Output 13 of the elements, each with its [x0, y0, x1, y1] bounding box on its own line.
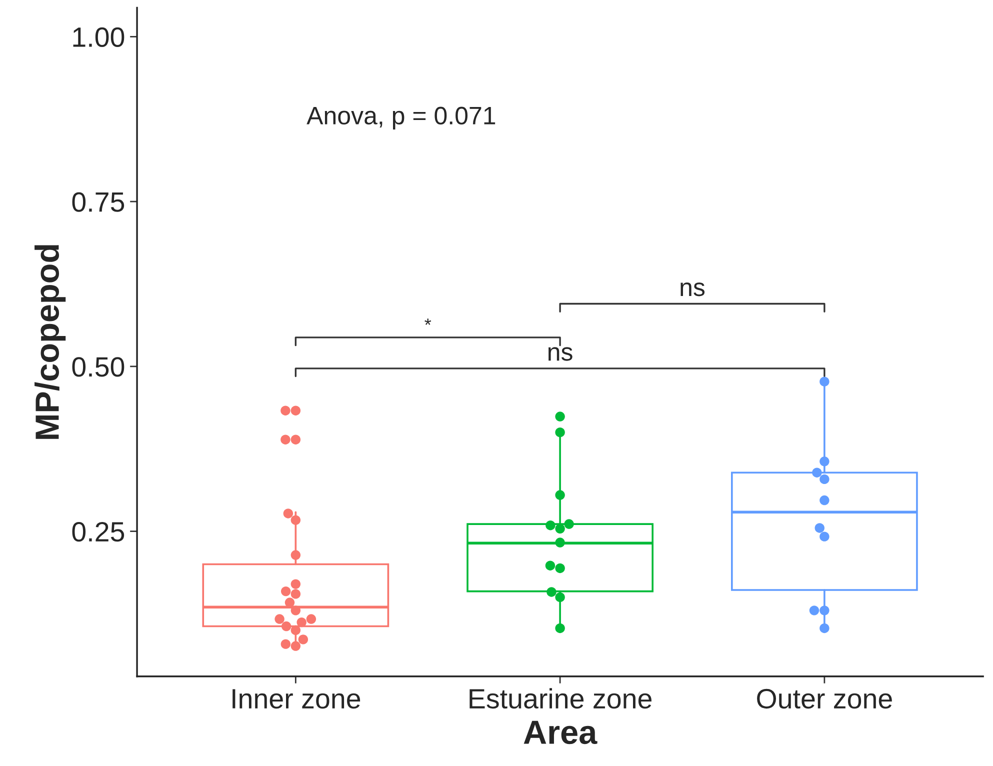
annotation: ns: [680, 282, 705, 296]
y-axis-title: MP/copepod: [34, 245, 66, 439]
x-axis-title: Area: [524, 720, 598, 744]
annotation: *: [424, 318, 432, 325]
x-tick-label: Outer zone: [757, 688, 892, 709]
annotation: Anova, p = 0.071: [306, 106, 496, 130]
annotation: ns: [548, 347, 572, 361]
y-tick-label: 1.00: [73, 27, 124, 48]
x-tick-label: Estuarine zone: [470, 688, 652, 709]
y-tick-label: 0.75: [72, 192, 124, 212]
y-tick-label: 0.25: [72, 522, 124, 542]
y-tick-label: 0.50: [72, 357, 124, 377]
x-tick-label: Inner zone: [232, 689, 360, 709]
